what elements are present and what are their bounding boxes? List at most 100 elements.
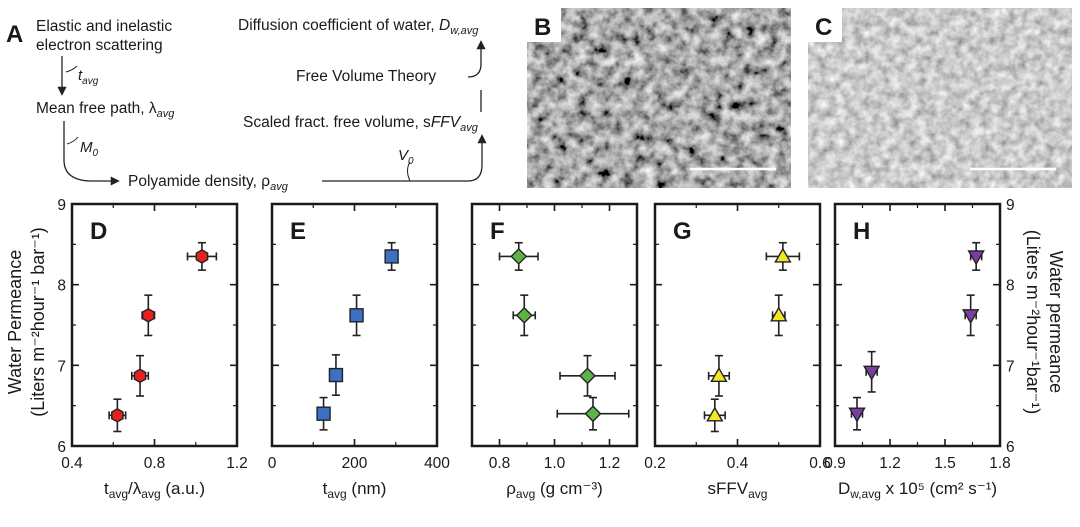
x-tick-label: 200 <box>342 455 368 472</box>
marker-triangle-down <box>961 309 980 325</box>
marker-square <box>349 308 364 323</box>
x-tick-label: 0.9 <box>824 455 846 472</box>
x-tick-label: 1.2 <box>599 455 621 472</box>
micrograph-b: B <box>527 8 791 188</box>
node-scaled-ffv: Scaled fract. free volume, sFFVavg <box>243 114 479 134</box>
x-axis-label-e: tavg (nm) <box>323 479 387 501</box>
panel-e: E 0 200 400 tavg (nm) <box>268 202 450 501</box>
data-point-h-1 <box>848 396 866 431</box>
marker-hexagon <box>133 368 147 384</box>
left-y-axis-title: Water Permeance (Liters m⁻²hour⁻¹ bar⁻¹) <box>5 227 48 417</box>
edge-tick-m <box>66 136 79 145</box>
y-tick-label-right: 7 <box>1006 358 1015 375</box>
left-ylabel-line2: (Liters m⁻²hour⁻¹ bar⁻¹) <box>28 227 48 417</box>
data-point-d-4 <box>186 241 218 271</box>
data-point-e-2 <box>328 354 344 396</box>
x-tick-label: 400 <box>424 455 450 472</box>
y-tick-label-right: 6 <box>1006 439 1015 456</box>
data-point-g-4 <box>765 241 801 271</box>
y-tick-label-left: 6 <box>57 439 66 456</box>
x-tick-label: 0.8 <box>144 455 166 472</box>
y-tick-label-right: 8 <box>1006 278 1015 295</box>
node-free-volume-theory: Free Volume Theory <box>296 68 436 85</box>
data-point-d-3 <box>141 294 156 337</box>
data-point-f-3 <box>559 354 616 397</box>
marker-diamond <box>579 367 596 385</box>
node-polyamide-density: Polyamide density, ρavg <box>128 173 289 193</box>
data-point-f-4 <box>556 396 630 431</box>
flowchart-panel: A Elastic and inelastic electron scatter… <box>6 17 487 193</box>
panel-label-g: G <box>673 218 692 245</box>
micrograph-c-label-box <box>808 8 842 42</box>
edge-tick-t <box>65 65 78 73</box>
panel-label-b: B <box>534 14 551 41</box>
marker-triangle-up <box>710 366 728 383</box>
marker-hexagon <box>111 408 124 423</box>
arrow-fvt-to-diffusion <box>467 40 486 78</box>
node-diffusion-coefficient: Diffusion coefficient of water, Dw,avg <box>238 17 479 37</box>
panel-label-a: A <box>6 21 23 48</box>
data-point-h-4 <box>967 241 985 271</box>
x-axis-label-h: Dw,avg x 10⁵ (cm² s⁻¹) <box>838 479 997 501</box>
x-axis-label-d: tavg/λavg (a.u.) <box>104 479 205 501</box>
marker-triangle-up <box>706 406 724 422</box>
right-y-axis-title: Water permeance (Liters m⁻²hour⁻¹bar⁻¹) <box>1023 230 1066 415</box>
y-tick-label-left: 8 <box>57 278 66 295</box>
panel-label-h: H <box>853 218 870 245</box>
marker-square <box>328 367 344 383</box>
y-tick-label-left: 9 <box>57 197 66 214</box>
marker-diamond <box>584 405 602 423</box>
node-scattering-line1: Elastic and inelastic <box>36 18 172 35</box>
data-point-g-2 <box>707 354 731 397</box>
panel-f: F 0.8 1.0 1.2 ρavg (g cm⁻³) <box>470 202 639 501</box>
x-tick-label: 1.2 <box>879 455 901 472</box>
x-tick-label: 1.2 <box>226 455 248 472</box>
arrow-mfp-to-density <box>63 121 120 186</box>
micrograph-b-texture <box>527 8 791 188</box>
node-scattering-line2: electron scattering <box>36 37 163 54</box>
x-tick-label: 1.0 <box>544 455 566 472</box>
x-axis-label-f: ρavg (g cm⁻³) <box>506 479 603 501</box>
marker-hexagon <box>141 308 155 323</box>
data-point-e-4 <box>384 241 399 271</box>
data-point-h-2 <box>862 350 881 393</box>
marker-diamond <box>515 306 533 324</box>
panel-h: H 6 7 8 9 0.9 1.2 1.5 1.8 Dw,avg x 10⁵ (cm² s⁻¹) <box>824 197 1014 501</box>
x-tick-label: 1.5 <box>934 455 956 472</box>
marker-triangle-up <box>770 306 788 322</box>
data-point-f-2 <box>512 294 537 337</box>
left-ylabel-line1: Water Permeance <box>5 250 25 394</box>
panel-label-e: E <box>290 218 306 245</box>
data-point-g-3 <box>770 294 788 337</box>
y-tick-label-right: 9 <box>1006 197 1015 214</box>
data-point-d-1 <box>108 398 127 433</box>
marker-square <box>316 406 331 421</box>
marker-triangle-down <box>967 250 985 266</box>
marker-diamond <box>510 247 528 265</box>
x-tick-label: 0.2 <box>644 455 666 472</box>
edge-label-v: V0 <box>398 147 414 167</box>
x-tick-label: 1.8 <box>989 455 1011 472</box>
x-axis-label-g: sFFVavg <box>708 479 768 501</box>
panel-label-c: C <box>815 14 832 41</box>
marker-triangle-up <box>774 247 792 263</box>
x-tick-label: 0.6 <box>809 455 831 472</box>
x-tick-label: 0.8 <box>489 455 511 472</box>
arrow-density-to-sffv <box>322 134 487 182</box>
panel-label-d: D <box>90 218 107 245</box>
data-point-h-3 <box>961 294 980 337</box>
edge-label-m: M0 <box>80 139 99 159</box>
right-ylabel-line1: Water permeance <box>1046 251 1066 393</box>
data-point-e-1 <box>316 396 331 431</box>
x-tick-label: 0 <box>268 455 277 472</box>
edge-label-t: tavg <box>78 67 99 87</box>
micrograph-c: C <box>808 8 1072 188</box>
micrograph-c-texture <box>808 8 1072 188</box>
right-ylabel-line2: (Liters m⁻²hour⁻¹bar⁻¹) <box>1023 230 1043 415</box>
marker-triangle-down <box>862 365 881 381</box>
micrograph-b-label-box <box>527 8 561 42</box>
data-point-e-3 <box>349 294 364 337</box>
data-point-f-1 <box>498 241 539 271</box>
panel-label-f: F <box>490 218 505 245</box>
